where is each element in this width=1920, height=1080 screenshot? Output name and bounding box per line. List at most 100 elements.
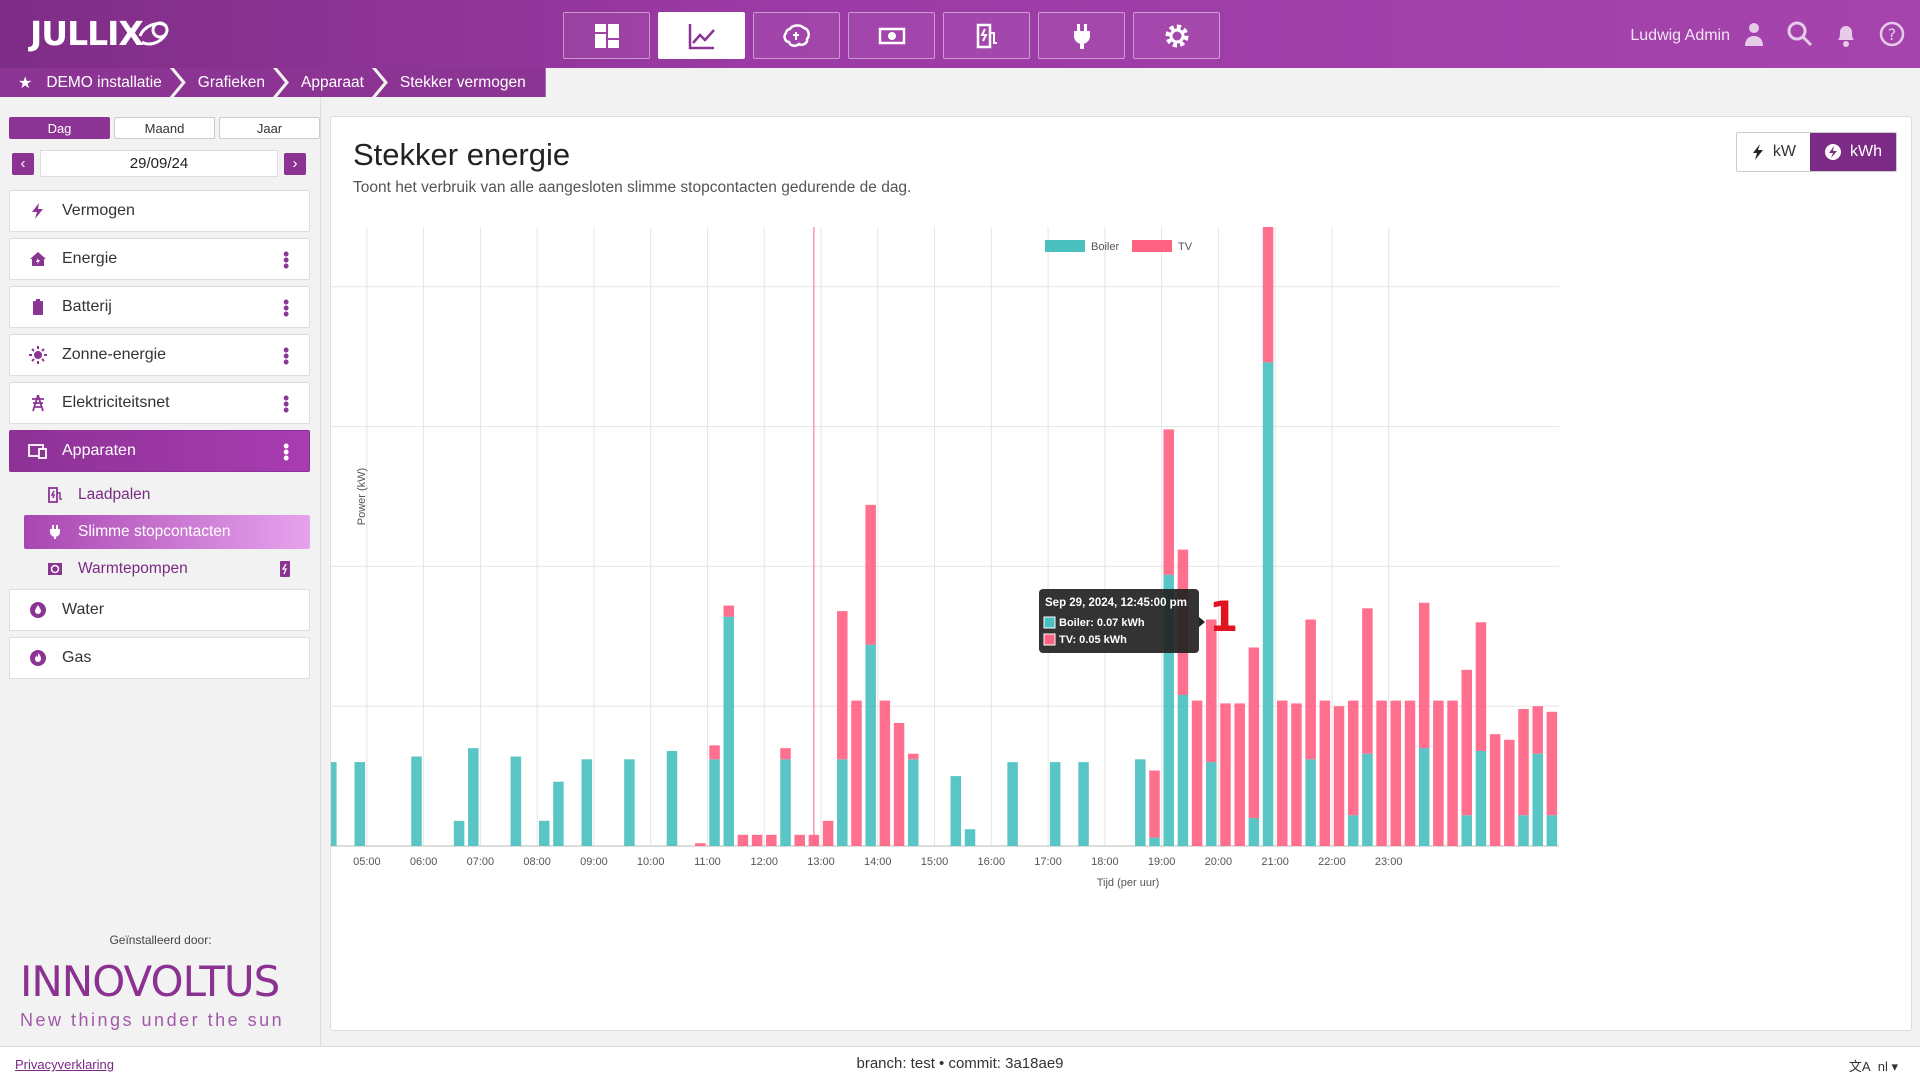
legend-label: TV [1178,241,1193,253]
bar-tv [1291,703,1302,846]
logo-plug-icon [138,21,169,46]
x-tick-label: 11:00 [694,856,721,868]
privacy-link[interactable]: Privacyverklaring [15,1057,114,1072]
page-title: Stekker energie [353,137,571,172]
bar-boiler [1007,762,1018,846]
bar-boiler [411,756,422,846]
breadcrumb-item-device[interactable]: Apparaat [277,68,384,97]
house-icon [28,249,48,269]
bar-boiler [1149,837,1160,846]
flame-icon [28,648,48,668]
more-options-icon[interactable]: • • • [283,436,290,468]
language-selector[interactable]: 文A nl ▾ [1848,1059,1898,1074]
battery-icon [28,297,48,317]
bar-tv [822,820,834,846]
bar-boiler [1418,748,1430,846]
period-year-button[interactable]: Jaar [219,117,320,139]
tooltip-line: TV: 0.05 kWh [1059,634,1127,646]
bar-boiler [624,759,635,846]
bar-boiler [1049,762,1061,846]
sidebar-item-gas[interactable]: Gas [9,637,310,679]
bar-tv [1163,429,1174,575]
bar-boiler [865,644,876,846]
next-date-button[interactable]: › [284,152,306,175]
sidebar-subitem-slimme-stopcontacten[interactable]: Slimme stopcontacten [24,515,310,549]
unit-kwh-button[interactable]: kWh [1810,133,1896,171]
chevron-right-icon: › [292,155,298,172]
x-tick-label: 07:00 [467,856,495,868]
footer: Privacyverklaring branch: test • commit:… [0,1046,1920,1080]
bar-tv [695,843,706,846]
more-options-icon[interactable]: • • • [283,388,290,420]
nav-settings-button[interactable] [1133,12,1220,59]
nav-dashboard-button[interactable] [563,12,650,59]
sidebar-item-water[interactable]: Water [9,589,310,631]
installer-label: Geïnstalleerd door: [109,933,212,947]
bar-boiler [1461,815,1473,846]
breadcrumb: ★ DEMO installatie Grafieken Apparaat Ste… [0,68,546,97]
bar-tv [865,504,876,645]
bar-tv [723,605,735,617]
bar-tv [751,834,763,846]
bar-tv [907,753,919,760]
breadcrumb-item-installation[interactable]: ★ DEMO installatie [0,68,182,97]
user-name[interactable]: Ludwig Admin [1630,27,1730,44]
energy-chart[interactable]: 00,050,100,150,200,2500:0001:0002:0003:0… [331,227,1913,1027]
x-tick-label: 19:00 [1148,856,1176,868]
chart-icon [688,23,715,49]
sidebar-item-energie[interactable]: Energie • • • [9,238,310,280]
bar-boiler [1305,759,1316,846]
bar-tv [879,700,891,846]
sidebar-item-apparaten[interactable]: Apparaten • • • [9,430,310,472]
bar-tv [1319,700,1331,846]
dashboard-icon [594,23,619,48]
bar-tv [1333,706,1345,846]
bar-boiler [1532,753,1543,846]
tooltip-box [1039,589,1199,653]
more-options-icon[interactable]: • • • [283,292,290,324]
nav-chart-button[interactable] [658,12,745,59]
legend-label: Boiler [1091,241,1119,253]
bar-tv [1390,700,1402,846]
bar-boiler [907,759,919,846]
bar-tv [1418,602,1430,749]
search-icon[interactable] [1786,20,1814,48]
sidebar-subitem-laadpalen[interactable]: Laadpalen [24,478,310,512]
date-field[interactable]: 29/09/24 [40,150,278,177]
user-admin-icon[interactable] [1740,20,1768,48]
prev-date-button[interactable]: ‹ [12,152,34,175]
bar-tv [893,722,905,846]
sidebar-item-zonne-energie[interactable]: Zonne-energie • • • [9,334,310,376]
bar-boiler [553,781,564,846]
nav-ev-charger-button[interactable] [943,12,1030,59]
app-logo[interactable]: JULLIX [30,14,169,53]
sidebar-item-elektriciteitsnet[interactable]: Elektriciteitsnet • • • [9,382,310,424]
bell-icon[interactable] [1832,20,1860,48]
nav-plug-button[interactable] [1038,12,1125,59]
more-options-icon[interactable]: • • • [283,340,290,372]
x-tick-label: 09:00 [580,856,608,868]
bar-boiler [1347,815,1359,846]
nav-brain-button[interactable] [753,12,840,59]
x-tick-label: 08:00 [523,856,551,868]
help-icon[interactable]: ? [1878,20,1906,48]
sidebar-item-vermogen[interactable]: Vermogen [9,190,310,232]
bar-boiler [666,750,678,846]
sidebar-subitem-warmtepompen[interactable]: Warmtepompen [24,552,310,586]
sidebar-item-batterij[interactable]: Batterij • • • [9,286,310,328]
x-tick-label: 13:00 [807,856,835,868]
installer-tagline: New things under the sun [20,1010,285,1030]
period-day-button[interactable]: Dag [9,117,110,139]
bar-boiler [468,748,479,846]
heatpump-icon [46,560,64,578]
bar-boiler [709,759,720,846]
period-month-button[interactable]: Maand [114,117,215,139]
unit-kw-button[interactable]: kW [1736,133,1810,171]
more-options-icon[interactable]: • • • [283,244,290,276]
breadcrumb-item-charts[interactable]: Grafieken [174,68,285,97]
x-tick-label: 10:00 [637,856,665,868]
bar-boiler [964,829,976,846]
bar-boiler [780,759,791,846]
nav-money-button[interactable] [848,12,935,59]
bar-tv [1248,647,1260,819]
